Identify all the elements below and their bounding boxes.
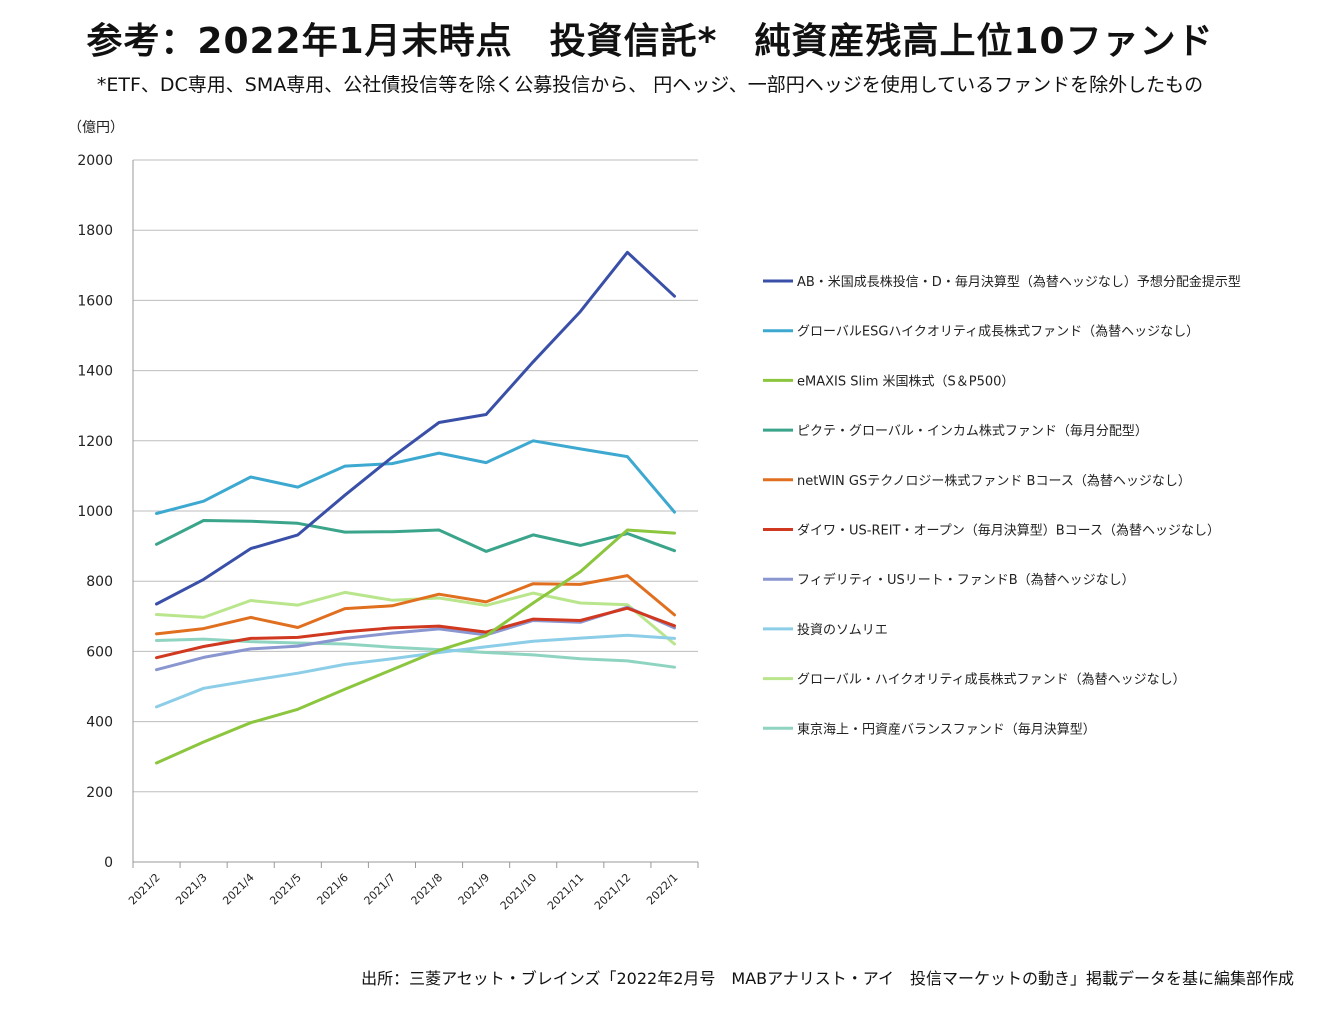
y-axis-unit-label: （億円） xyxy=(68,120,124,136)
legend-label: フィデリティ・USリート・ファンドB（為替ヘッジなし） xyxy=(797,572,1135,588)
y-tick-label: 600 xyxy=(86,644,113,660)
x-tick-label: 2021/8 xyxy=(409,871,446,908)
y-tick-label: 1000 xyxy=(77,504,113,520)
legend-label: 投資のソムリエ xyxy=(797,622,888,638)
legend-label: 東京海上・円資産バランスファンド（毎月決算型） xyxy=(797,721,1096,737)
legend-label: netWIN GSテクノロジー株式ファンド Bコース（為替ヘッジなし） xyxy=(797,473,1191,489)
y-tick-label: 800 xyxy=(86,574,113,590)
legend-label: ダイワ・US-REIT・オープン（毎月決算型）Bコース（為替ヘッジなし） xyxy=(797,523,1220,539)
series-line xyxy=(155,633,676,709)
y-tick-label: 2000 xyxy=(77,153,113,169)
series-line xyxy=(155,606,676,660)
y-tick-label: 1200 xyxy=(77,434,113,450)
series-line xyxy=(155,574,676,636)
y-tick-label: 1800 xyxy=(77,223,113,239)
x-tick-label: 2021/5 xyxy=(267,871,304,908)
x-tick-label: 2021/3 xyxy=(173,871,210,908)
series-line xyxy=(155,528,676,765)
legend-label: AB・米国成長株投信・D・毎月決算型（為替ヘッジなし）予想分配金提示型 xyxy=(797,274,1241,290)
source-note: 出所：三菱アセット・ブレインズ「2022年2月号 MABアナリスト・アイ 投信マ… xyxy=(361,969,1294,988)
legend-label: グローバル・ハイクオリティ成長株式ファンド（為替ヘッジなし） xyxy=(797,672,1186,688)
legend-label: eMAXIS Slim 米国株式（S＆P500） xyxy=(797,374,1014,389)
chart-subtitle: *ETF、DC専用、SMA専用、公社債投信等を除く公募投信から、 円ヘッジ、一部… xyxy=(96,74,1204,96)
x-tick-label: 2022/1 xyxy=(644,871,681,908)
x-tick-label: 2021/10 xyxy=(498,871,540,913)
x-tick-label: 2021/12 xyxy=(592,871,634,913)
legend-label: ピクテ・グローバル・インカム株式ファンド（毎月分配型） xyxy=(797,423,1148,439)
x-tick-label: 2021/7 xyxy=(362,871,399,908)
series-line xyxy=(155,250,676,606)
x-tick-label: 2021/2 xyxy=(126,871,163,908)
x-tick-label: 2021/11 xyxy=(545,871,587,913)
series-line xyxy=(155,519,676,553)
y-tick-label: 1400 xyxy=(77,364,113,380)
series-line xyxy=(155,439,676,515)
x-tick-label: 2021/9 xyxy=(456,871,493,908)
y-tick-label: 200 xyxy=(86,785,113,801)
x-tick-label: 2021/4 xyxy=(220,871,257,908)
y-tick-label: 0 xyxy=(104,855,113,871)
x-tick-label: 2021/6 xyxy=(314,871,351,908)
chart-title: 参考：2022年1月末時点 投資信託* 純資産残高上位10ファンド xyxy=(86,21,1214,62)
legend-label: グローバルESGハイクオリティ成長株式ファンド（為替ヘッジなし） xyxy=(797,324,1199,340)
y-tick-label: 400 xyxy=(86,715,113,731)
y-tick-label: 1600 xyxy=(77,293,113,309)
